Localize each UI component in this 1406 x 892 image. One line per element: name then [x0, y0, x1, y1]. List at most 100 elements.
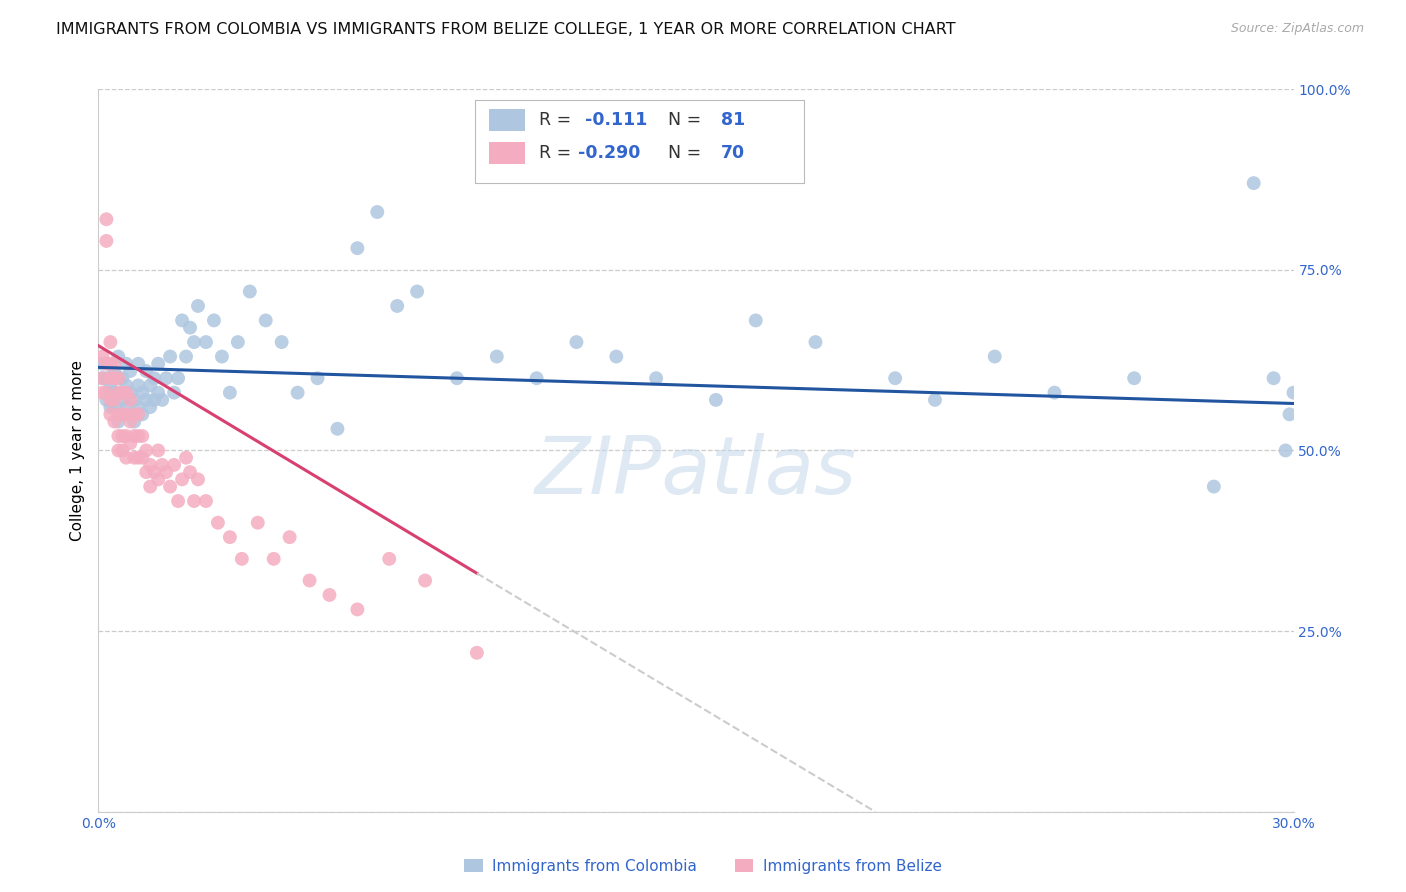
- FancyBboxPatch shape: [475, 100, 804, 183]
- Point: [120, 364, 142, 378]
- Point: [526, 371, 548, 385]
- Point: [91, 371, 114, 385]
- Point: [465, 646, 488, 660]
- Point: [135, 443, 157, 458]
- Point: [120, 407, 142, 421]
- Point: [127, 357, 149, 371]
- Point: [111, 429, 134, 443]
- Point: [96, 392, 118, 407]
- Point: [148, 443, 170, 458]
- Point: [278, 530, 301, 544]
- Point: [120, 415, 142, 429]
- Point: [385, 299, 409, 313]
- Point: [124, 429, 146, 443]
- Point: [1202, 480, 1225, 494]
- Point: [96, 371, 118, 385]
- Text: R =: R =: [540, 112, 576, 129]
- Legend: Immigrants from Colombia, Immigrants from Belize: Immigrants from Colombia, Immigrants fro…: [458, 853, 948, 880]
- Point: [131, 429, 153, 443]
- Point: [98, 357, 122, 371]
- Point: [172, 472, 194, 486]
- Point: [179, 465, 201, 479]
- Text: 81: 81: [721, 112, 745, 129]
- Point: [413, 574, 436, 588]
- Point: [565, 334, 588, 349]
- Point: [318, 588, 340, 602]
- Bar: [489, 142, 524, 163]
- Point: [96, 385, 118, 400]
- Point: [107, 350, 129, 364]
- Point: [366, 205, 388, 219]
- Point: [984, 350, 1007, 364]
- Text: -0.290: -0.290: [578, 144, 640, 161]
- Point: [167, 371, 190, 385]
- Point: [150, 392, 173, 407]
- Point: [115, 385, 138, 400]
- Point: [98, 371, 122, 385]
- Point: [148, 385, 170, 400]
- Point: [96, 212, 118, 227]
- Point: [131, 450, 153, 465]
- Point: [120, 436, 142, 450]
- Point: [704, 392, 727, 407]
- Point: [139, 400, 162, 414]
- Point: [115, 357, 138, 371]
- Point: [150, 458, 173, 472]
- Point: [1123, 371, 1146, 385]
- Point: [131, 407, 153, 421]
- Point: [172, 313, 194, 327]
- Point: [96, 234, 118, 248]
- Point: [1278, 407, 1301, 421]
- Text: ZIPatlas: ZIPatlas: [534, 434, 858, 511]
- Point: [91, 385, 114, 400]
- Point: [195, 334, 218, 349]
- Point: [135, 392, 157, 407]
- Y-axis label: College, 1 year or more: College, 1 year or more: [70, 360, 86, 541]
- Point: [115, 429, 138, 443]
- Point: [1263, 371, 1285, 385]
- Point: [202, 313, 225, 327]
- Point: [124, 392, 146, 407]
- Point: [127, 407, 149, 421]
- Point: [148, 472, 170, 486]
- Text: -0.111: -0.111: [585, 112, 647, 129]
- Point: [103, 364, 125, 378]
- Point: [155, 465, 177, 479]
- Point: [239, 285, 262, 299]
- Point: [111, 392, 134, 407]
- Text: IMMIGRANTS FROM COLOMBIA VS IMMIGRANTS FROM BELIZE COLLEGE, 1 YEAR OR MORE CORRE: IMMIGRANTS FROM COLOMBIA VS IMMIGRANTS F…: [56, 22, 956, 37]
- Point: [159, 480, 181, 494]
- Point: [98, 407, 122, 421]
- Point: [219, 385, 242, 400]
- Point: [111, 371, 134, 385]
- Point: [211, 350, 233, 364]
- Point: [163, 458, 186, 472]
- Point: [115, 400, 138, 414]
- Point: [246, 516, 269, 530]
- Point: [127, 378, 149, 392]
- Point: [174, 350, 197, 364]
- Point: [143, 392, 166, 407]
- Point: [91, 371, 114, 385]
- Point: [254, 313, 277, 327]
- Point: [155, 371, 177, 385]
- Text: Source: ZipAtlas.com: Source: ZipAtlas.com: [1230, 22, 1364, 36]
- Point: [135, 364, 157, 378]
- Text: N =: N =: [657, 144, 706, 161]
- Point: [183, 334, 205, 349]
- Point: [139, 458, 162, 472]
- Point: [226, 334, 249, 349]
- Point: [111, 407, 134, 421]
- Point: [179, 320, 201, 334]
- Point: [745, 313, 768, 327]
- Point: [127, 429, 149, 443]
- Point: [124, 450, 146, 465]
- Point: [135, 465, 157, 479]
- Point: [139, 378, 162, 392]
- Point: [103, 392, 125, 407]
- Point: [139, 480, 162, 494]
- Point: [263, 551, 285, 566]
- Point: [96, 357, 118, 371]
- Point: [103, 371, 125, 385]
- Point: [98, 334, 122, 349]
